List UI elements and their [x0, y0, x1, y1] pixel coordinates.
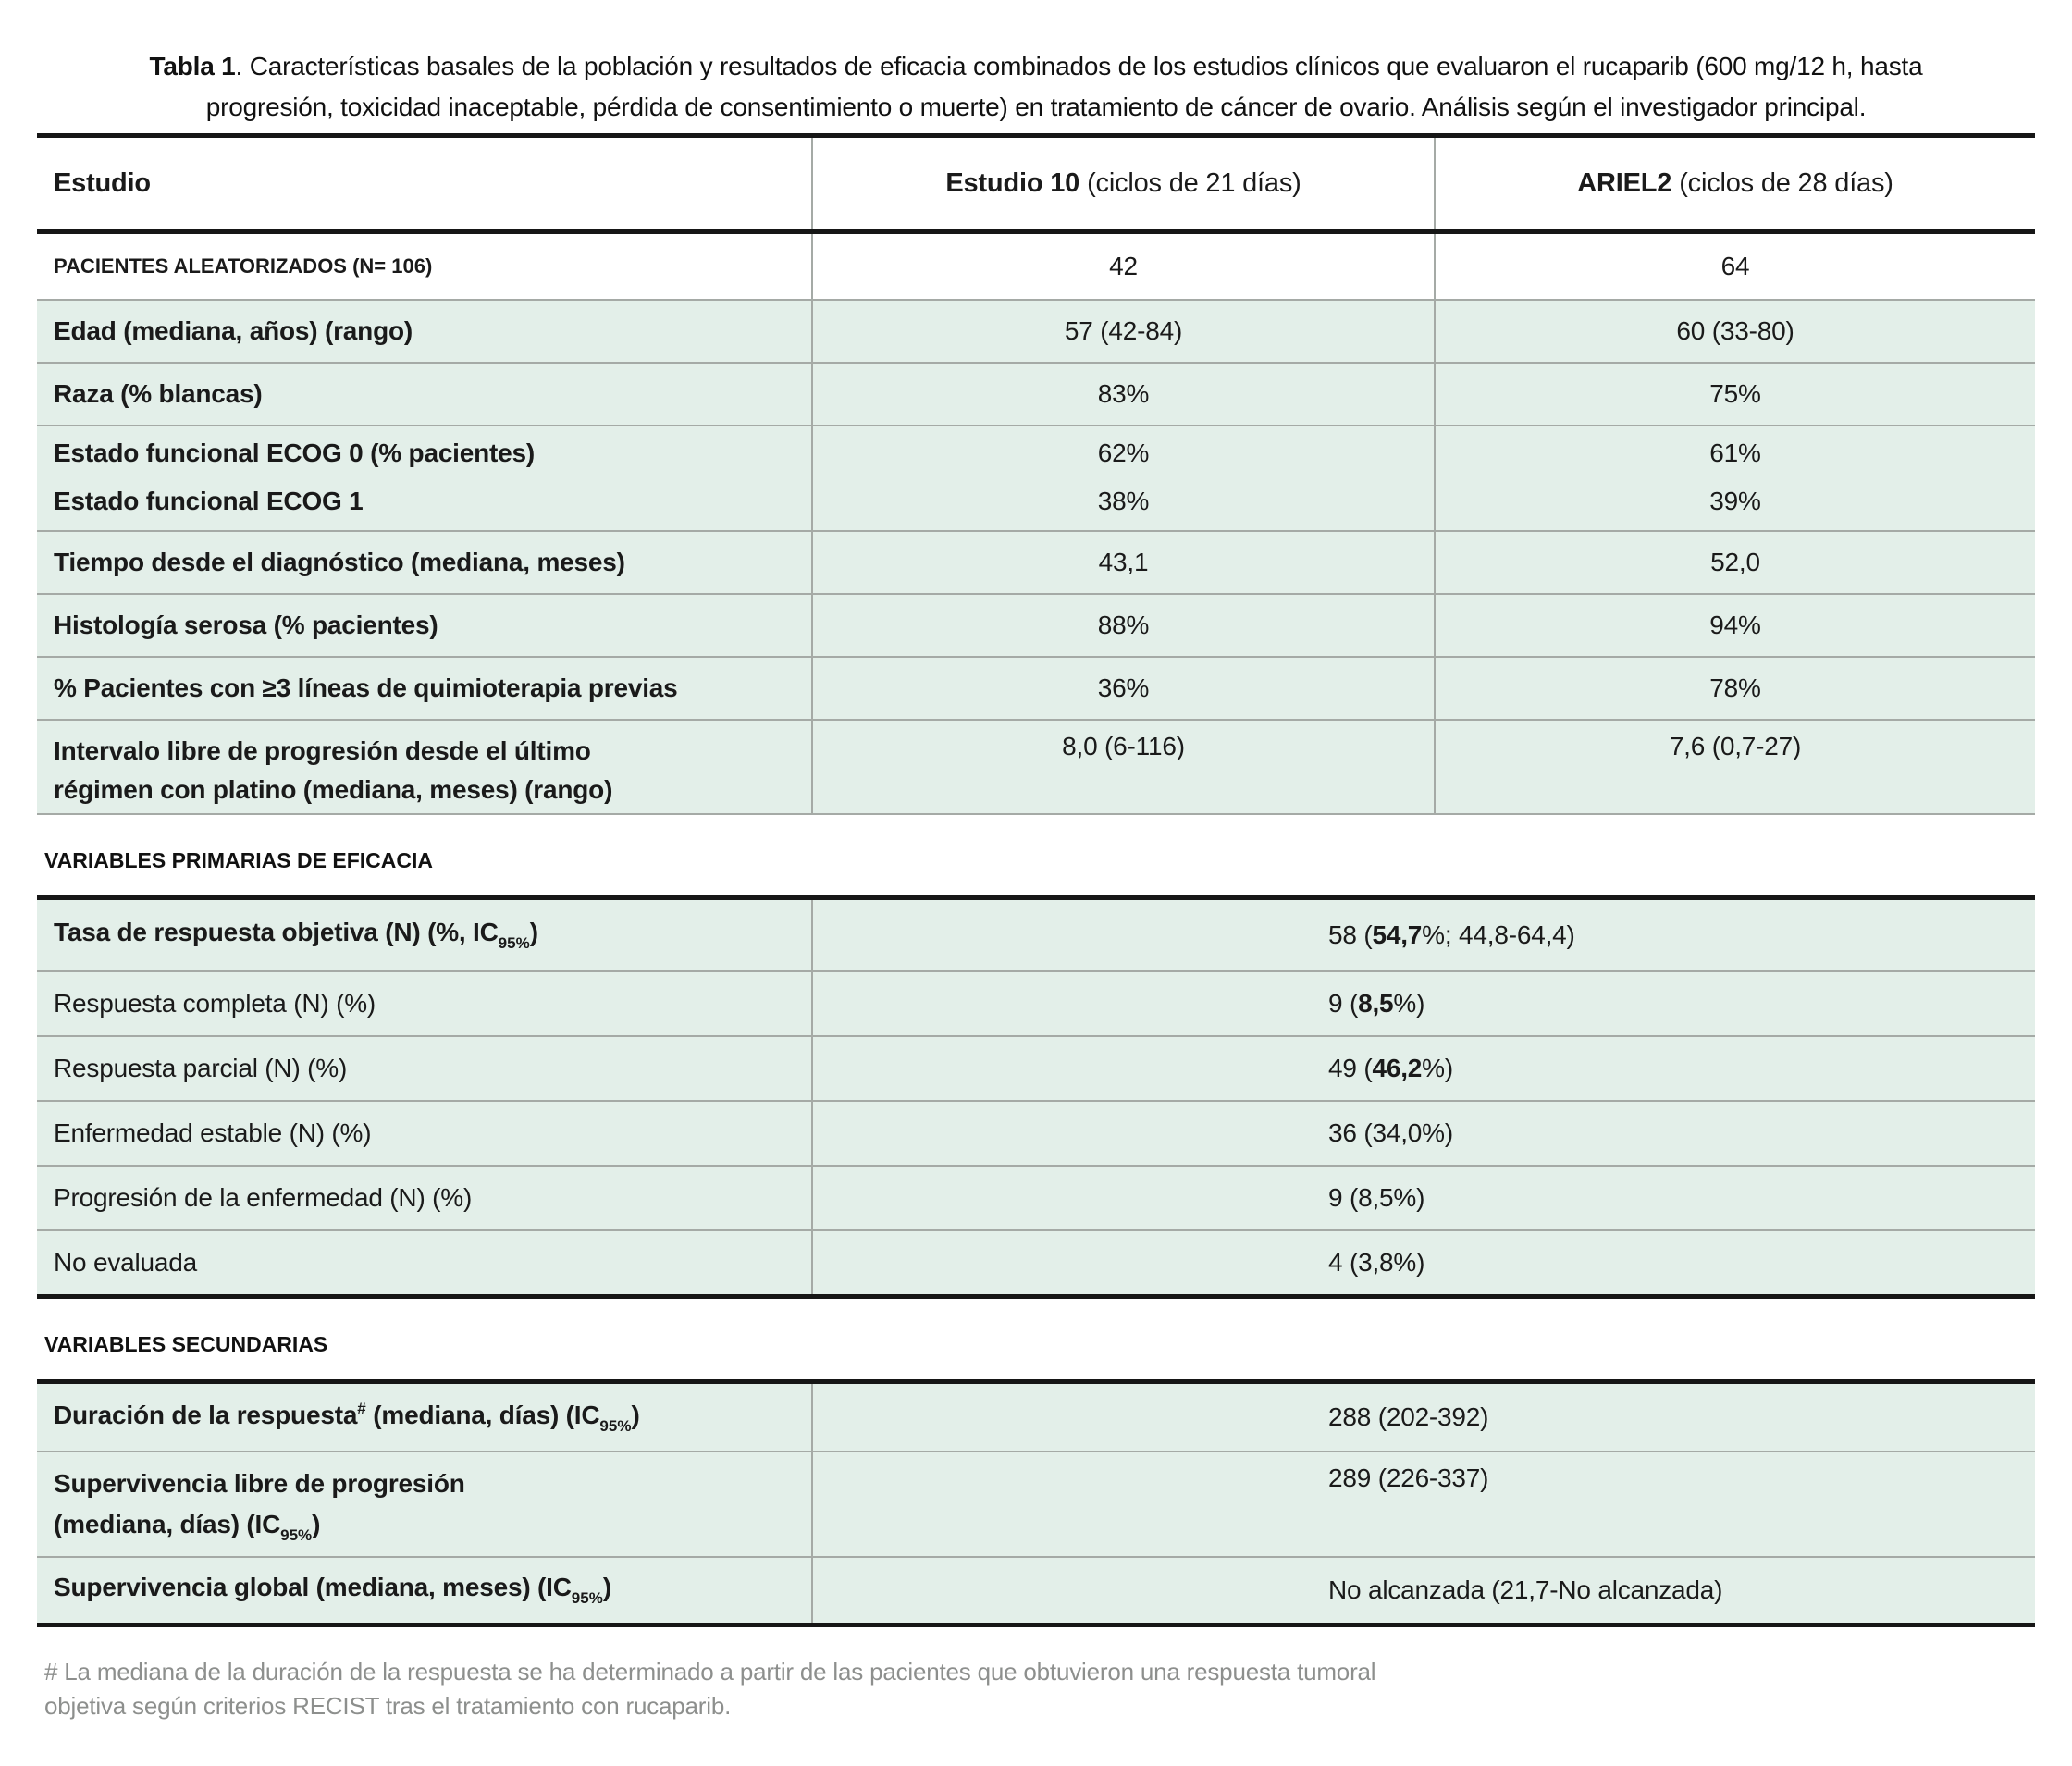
header-study10: Estudio 10 (ciclos de 21 días)	[813, 138, 1436, 229]
footnote: # La mediana de la duración de la respue…	[44, 1658, 1376, 1720]
table-row-race: Raza (% blancas) 83% 75%	[37, 362, 2035, 425]
value-ariel2: 7,6 (0,7-27)	[1669, 732, 1802, 760]
table-row-stable-disease: Enfermedad estable (N) (%) 36 (34,0%)	[37, 1100, 2035, 1165]
value-ariel2: 60 (33-80)	[1676, 316, 1794, 345]
value-study10: 8,0 (6-116)	[813, 721, 1436, 813]
header-ariel2: ARIEL2 (ciclos de 28 días)	[1436, 138, 2035, 229]
table-row-partial-response: Respuesta parcial (N) (%) 49 (46,2%)	[37, 1035, 2035, 1100]
row-label: Supervivencia global (mediana, meses) (I…	[37, 1558, 813, 1623]
table-row-age: Edad (mediana, años) (rango) 57 (42-84) …	[37, 299, 2035, 362]
value-study10: 43,1	[813, 532, 1436, 593]
value-bold-part: 8,5	[1358, 989, 1394, 1018]
table-row-prior-chemo-lines: % Pacientes con ≥3 líneas de quimioterap…	[37, 656, 2035, 719]
row-label: Progresión de la enfermedad (N) (%)	[37, 1167, 813, 1229]
hash-superscript: #	[357, 1399, 366, 1417]
value-ariel2: 75%	[1709, 379, 1761, 408]
table-title: Tabla 1. Características basales de la p…	[83, 46, 1989, 128]
value-study10: 36%	[813, 658, 1436, 719]
ci95-subscript: 95%	[498, 934, 530, 952]
row-label: Tiempo desde el diagnóstico (mediana, me…	[37, 532, 813, 593]
value-ariel2: 64	[1720, 252, 1750, 280]
value-combined: 9 (8,5%)	[1328, 1183, 1425, 1212]
row-label: No evaluada	[37, 1231, 813, 1294]
value-bold-part: 46,2	[1372, 1054, 1423, 1082]
row-label-text: Supervivencia global (mediana, meses) (I…	[54, 1573, 611, 1607]
value-combined: 49 (46,2%)	[1328, 1054, 1453, 1082]
value-combined: No alcanzada (21,7-No alcanzada)	[1328, 1575, 1723, 1604]
value-line2: 39%	[1709, 487, 1761, 515]
value-study10: 83%	[813, 364, 1436, 425]
ci95-subscript: 95%	[571, 1589, 603, 1607]
row-label: Tasa de respuesta objetiva (N) (%, IC95%…	[37, 900, 813, 970]
header-ariel2-name: ARIEL2	[1577, 168, 1672, 198]
section-heading-primary: VARIABLES PRIMARIAS DE EFICACIA	[44, 848, 433, 872]
value-combined: 288 (202-392)	[1328, 1402, 1489, 1431]
table-row-ecog: Estado funcional ECOG 0 (% pacientes) Es…	[37, 425, 2035, 530]
value-combined: 4 (3,8%)	[1328, 1248, 1425, 1277]
row-label: Intervalo libre de progresión desde el ú…	[37, 721, 813, 813]
header-study10-name: Estudio 10	[945, 168, 1080, 198]
row-label: Enfermedad estable (N) (%)	[37, 1102, 813, 1165]
row-label: Duración de la respuesta# (mediana, días…	[37, 1384, 813, 1451]
value-combined: 36 (34,0%)	[1328, 1118, 1453, 1147]
table-row-time-since-diagnosis: Tiempo desde el diagnóstico (mediana, me…	[37, 530, 2035, 593]
table-row-duration-of-response: Duración de la respuesta# (mediana, días…	[37, 1384, 2035, 1451]
row-label-text: Tasa de respuesta objetiva (N) (%, IC95%…	[54, 918, 538, 952]
value-ariel2: 52,0	[1710, 548, 1760, 576]
ci95-subscript: 95%	[599, 1416, 632, 1435]
table-row-objective-response-rate: Tasa de respuesta objetiva (N) (%, IC95%…	[37, 900, 2035, 970]
table-row-complete-response: Respuesta completa (N) (%) 9 (8,5%)	[37, 970, 2035, 1035]
row-label: Supervivencia libre de progresión (media…	[37, 1452, 813, 1556]
value-study10: 57 (42-84)	[813, 301, 1436, 362]
value-ariel2: 78%	[1709, 673, 1761, 702]
row-label: Estado funcional ECOG 0 (% pacientes) Es…	[37, 426, 813, 530]
row-label: Histología serosa (% pacientes)	[37, 595, 813, 656]
value-study10: 88%	[813, 595, 1436, 656]
value-combined: 58 (54,7%; 44,8-64,4)	[1328, 920, 1575, 949]
row-label-line1: Estado funcional ECOG 0 (% pacientes)	[54, 438, 536, 467]
row-label: Respuesta parcial (N) (%)	[37, 1037, 813, 1100]
value-combined: 9 (8,5%)	[1328, 989, 1425, 1018]
value-ariel2: 61% 39%	[1436, 426, 2035, 530]
value-line2: 38%	[1097, 487, 1150, 515]
row-label: Raza (% blancas)	[37, 364, 813, 425]
header-study-label: Estudio	[37, 138, 813, 229]
row-label: Edad (mediana, años) (rango)	[37, 301, 813, 362]
table-row-serous-histology: Histología serosa (% pacientes) 88% 94%	[37, 593, 2035, 656]
secondary-variables-table: Duración de la respuesta# (mediana, días…	[37, 1379, 2035, 1627]
value-bold-part: 54,7	[1372, 920, 1423, 949]
row-label: PACIENTES ALEATORIZADOS (N= 106)	[37, 234, 813, 299]
row-label: % Pacientes con ≥3 líneas de quimioterap…	[37, 658, 813, 719]
ci95-subscript: 95%	[280, 1526, 313, 1544]
value-ariel2: 94%	[1709, 611, 1761, 639]
table-row-not-evaluated: No evaluada 4 (3,8%)	[37, 1229, 2035, 1294]
table-title-number: Tabla 1	[149, 52, 236, 80]
table-row-disease-progression: Progresión de la enfermedad (N) (%) 9 (8…	[37, 1165, 2035, 1229]
header-ariel2-cycles: (ciclos de 28 días)	[1679, 168, 1893, 198]
value-line1: 61%	[1709, 438, 1761, 467]
section-heading-secondary: VARIABLES SECUNDARIAS	[44, 1332, 328, 1356]
table-row-overall-survival: Supervivencia global (mediana, meses) (I…	[37, 1556, 2035, 1623]
header-study10-cycles: (ciclos de 21 días)	[1087, 168, 1301, 198]
value-combined: 289 (226-337)	[1328, 1463, 1489, 1492]
value-study10: 62% 38%	[813, 426, 1436, 530]
table-row-platinum-free-interval: Intervalo libre de progresión desde el ú…	[37, 719, 2035, 813]
table-title-text: . Características basales de la població…	[205, 52, 1923, 121]
row-label: Respuesta completa (N) (%)	[37, 972, 813, 1035]
primary-variables-table: Tasa de respuesta objetiva (N) (%, IC95%…	[37, 895, 2035, 1299]
row-label-text: Duración de la respuesta# (mediana, días…	[54, 1399, 640, 1435]
row-label-line2: Estado funcional ECOG 1	[54, 487, 364, 515]
value-line1: 62%	[1097, 438, 1150, 467]
value-study10: 42	[813, 234, 1436, 299]
baseline-table: Estudio Estudio 10 (ciclos de 21 días) A…	[37, 133, 2035, 815]
baseline-header-row: Estudio Estudio 10 (ciclos de 21 días) A…	[37, 138, 2035, 234]
table-row-progression-free-survival: Supervivencia libre de progresión (media…	[37, 1451, 2035, 1556]
row-label-twolines: Intervalo libre de progresión desde el ú…	[54, 736, 613, 804]
table-row-randomized-patients: PACIENTES ALEATORIZADOS (N= 106) 42 64	[37, 234, 2035, 299]
